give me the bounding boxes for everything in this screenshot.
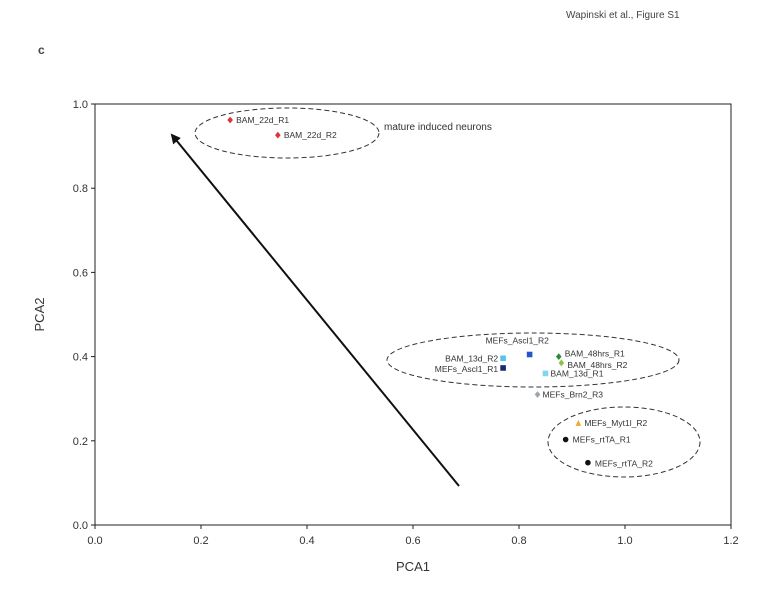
cluster-ellipse-middle xyxy=(386,332,680,388)
point-label: MEFs_Myt1l_R2 xyxy=(584,418,647,428)
point-label: MEFs_Brn2_R3 xyxy=(543,389,604,399)
data-point xyxy=(555,353,562,360)
cluster-ellipse-mature xyxy=(194,107,380,159)
y-tick-label: 0.6 xyxy=(73,267,88,279)
data-point xyxy=(562,436,569,443)
data-point xyxy=(227,116,233,124)
data-point xyxy=(575,419,582,426)
data-point xyxy=(275,131,281,139)
x-tick-label: 0.2 xyxy=(193,535,208,547)
y-tick-label: 1.0 xyxy=(73,99,88,111)
x-tick-label: 1.2 xyxy=(723,535,738,547)
data-point xyxy=(585,459,591,466)
data-point xyxy=(526,351,533,358)
x-tick-label: 1.0 xyxy=(617,535,632,547)
x-tick-label: 0.0 xyxy=(87,535,102,547)
annotation-mature-neurons: mature induced neurons xyxy=(384,122,492,133)
x-tick-label: 0.4 xyxy=(299,535,314,547)
point-label: BAM_48hrs_R2 xyxy=(567,360,627,370)
point-label: BAM_13d_R2 xyxy=(445,353,498,363)
data-point xyxy=(558,359,565,367)
panel-letter: c xyxy=(38,43,45,57)
y-axis-title: PCA2 xyxy=(32,298,47,332)
point-label: BAM_22d_R2 xyxy=(284,130,337,140)
x-tick-label: 0.6 xyxy=(405,535,420,547)
y-tick-label: 0.2 xyxy=(73,436,88,448)
point-label: BAM_13d_R1 xyxy=(551,368,604,378)
data-point xyxy=(500,355,506,362)
point-label: MEFs_Ascl1_R1 xyxy=(435,364,499,374)
point-label: BAM_22d_R1 xyxy=(236,115,289,125)
data-point xyxy=(534,391,541,398)
point-label: MEFs_rtTA_R2 xyxy=(595,459,653,469)
point-label: BAM_48hrs_R1 xyxy=(565,349,625,359)
point-label: MEFs_Ascl1_R2 xyxy=(486,335,550,345)
point-label: MEFs_rtTA_R1 xyxy=(573,435,631,445)
figure-caption: Wapinski et al., Figure S1 xyxy=(566,10,680,21)
x-axis-title: PCA1 xyxy=(396,559,430,574)
trajectory-arrow xyxy=(170,133,460,487)
x-tick-label: 0.8 xyxy=(511,535,526,547)
data-point xyxy=(500,365,506,371)
cluster-ellipse-mefs xyxy=(547,406,701,478)
y-tick-label: 0.4 xyxy=(73,352,88,364)
y-tick-label: 0.0 xyxy=(73,520,88,532)
data-point xyxy=(542,370,549,377)
y-tick-label: 0.8 xyxy=(73,183,88,195)
